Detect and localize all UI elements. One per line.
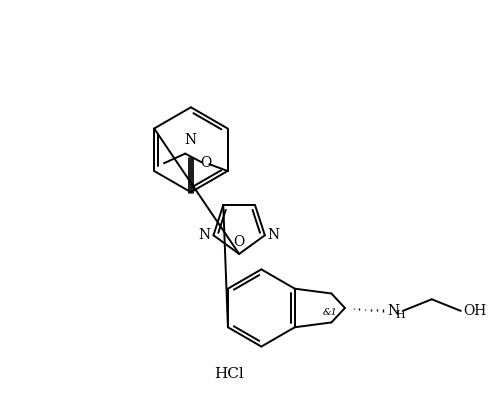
Text: O: O: [200, 156, 211, 170]
Text: OH: OH: [464, 304, 487, 318]
Text: &1: &1: [322, 308, 337, 317]
Text: H: H: [395, 310, 405, 320]
Text: HCl: HCl: [215, 367, 245, 380]
Text: N: N: [268, 228, 280, 242]
Text: N: N: [185, 133, 197, 147]
Text: O: O: [234, 235, 245, 249]
Text: N: N: [198, 228, 211, 242]
Text: N: N: [387, 304, 400, 318]
